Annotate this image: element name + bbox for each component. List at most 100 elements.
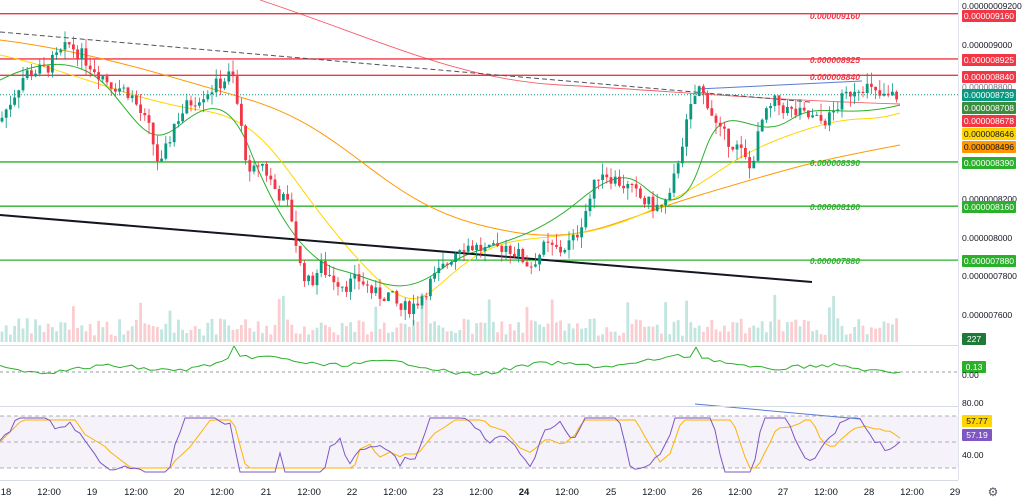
level-label: 0.000009160 [809, 11, 860, 21]
candle-body [538, 254, 541, 265]
rsi-value-label: 57.19 [962, 429, 992, 441]
volume-bar [668, 334, 672, 342]
volume-bar [349, 322, 352, 342]
candle-body [193, 105, 197, 107]
volume-bar [336, 334, 340, 342]
volume-bar [861, 325, 865, 342]
candle-body [139, 104, 142, 114]
volume-bar [223, 319, 226, 342]
candle-body [492, 243, 495, 245]
candle-body [454, 253, 457, 262]
candle-body [807, 110, 810, 118]
volume-bar [164, 323, 168, 342]
candle-body [592, 179, 596, 199]
volume-bar [655, 324, 659, 342]
candle-body [135, 95, 138, 105]
volume-bar [630, 323, 634, 342]
candle-body [697, 86, 701, 97]
volume-bar [681, 335, 684, 342]
candle-body [886, 93, 890, 96]
volume-bar [571, 328, 575, 342]
x-tick-label: 12:00 [642, 487, 666, 498]
volume-bar [412, 319, 415, 342]
candle-body [357, 274, 361, 282]
candle-body [584, 211, 588, 228]
candle-body [51, 54, 54, 73]
candle-body [244, 125, 247, 161]
candle-body [261, 163, 264, 166]
candle-body [874, 86, 877, 91]
candle-body [794, 108, 798, 116]
volume-bar [42, 331, 46, 342]
volume-bar [811, 331, 814, 342]
volume-bar [172, 332, 176, 342]
volume-bar [828, 307, 831, 342]
volume-bar [542, 326, 546, 342]
candle-body [521, 248, 525, 263]
x-tick-label: 29 [949, 487, 961, 498]
candle-body [282, 193, 285, 201]
volume-bar [269, 334, 273, 342]
volume-bar [231, 329, 235, 342]
volume-bar [513, 330, 516, 342]
candle-body [408, 301, 411, 315]
candle-body [588, 198, 592, 212]
candle-body [605, 174, 609, 178]
price-label: 0.000008925 [962, 54, 1016, 66]
candle-body [693, 96, 697, 104]
candle-body [878, 90, 882, 96]
volume-bar [282, 295, 285, 342]
price-label: 0.000007880 [962, 255, 1016, 267]
volume-bar [185, 333, 189, 342]
volume-bar [235, 328, 239, 342]
level-label: 0.000008160 [809, 202, 860, 212]
volume-bar [403, 324, 407, 342]
volume-bar [458, 330, 462, 342]
candle-body [273, 179, 277, 190]
candle-body [206, 94, 210, 100]
volume-bar [265, 325, 268, 342]
volume-bar [504, 334, 508, 342]
candle-body [63, 42, 67, 50]
volume-bar [882, 321, 886, 342]
candle-body [727, 128, 730, 147]
candle-body [739, 144, 743, 148]
candle-body [525, 262, 529, 267]
volume-bar [823, 334, 827, 342]
volume-bar [647, 326, 651, 342]
candle-body [336, 282, 340, 287]
gear-icon[interactable]: ⚙ [987, 485, 999, 499]
volume-bar [51, 327, 54, 342]
volume-bar [865, 334, 869, 342]
volume-bar [298, 333, 302, 342]
candle-body [366, 284, 369, 286]
candle-body [223, 81, 226, 89]
candle-body [240, 103, 243, 126]
candle-body [870, 83, 873, 87]
candle-body [483, 247, 487, 252]
x-tick-label: 12:00 [297, 487, 321, 498]
candle-body [735, 144, 739, 150]
volume-bar [437, 325, 441, 342]
candle-body [34, 73, 37, 77]
candle-body [88, 65, 92, 70]
candle-body [42, 64, 46, 66]
x-tick-label: 22 [346, 487, 358, 498]
volume-bar [752, 325, 756, 342]
candle-body [332, 275, 336, 283]
volume-bar [664, 302, 667, 342]
candle-body [370, 285, 373, 294]
candle-body [345, 286, 348, 292]
y-tick-label: 0.00000009200 [962, 1, 1022, 11]
volume-bar [198, 328, 201, 342]
volume-bar [769, 321, 772, 342]
candle-body [147, 115, 151, 123]
x-tick-label: 28 [863, 487, 875, 498]
candle-body [189, 100, 193, 106]
volume-bar [277, 298, 281, 342]
candle-body [84, 48, 88, 66]
volume-bar [374, 306, 378, 342]
volume-bar [13, 325, 16, 342]
volume-bar [63, 322, 67, 342]
